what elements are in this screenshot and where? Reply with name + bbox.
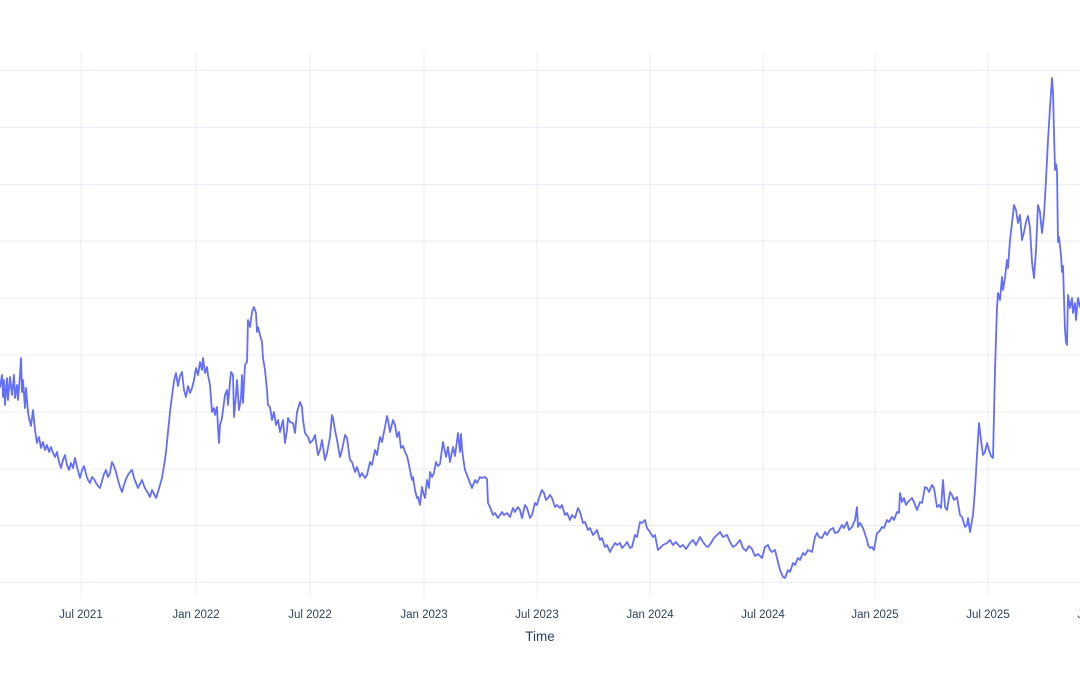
x-tick-label: Jul 2022 <box>288 609 331 621</box>
x-tick-label: Jul 2021 <box>59 609 102 621</box>
x-tick-label: Jan 2025 <box>851 609 898 621</box>
x-tick-label: Jan 2022 <box>172 609 219 621</box>
x-tick-label: Jul 2024 <box>741 609 785 621</box>
gridlines <box>0 51 1080 598</box>
price-line-series[interactable] <box>0 77 1080 579</box>
x-axis-tick-labels: Jul 2021 Jan 2022 Jul 2022 Jan 2023 Jul 2023… <box>59 609 1080 621</box>
x-tick-label: Jan 2023 <box>400 609 447 621</box>
x-tick-label: Jul 2025 <box>966 609 1009 621</box>
x-tick-label: Jan 2026 <box>1077 609 1080 621</box>
x-tick-label: Jul 2023 <box>515 609 558 621</box>
x-tick-label: Jan 2024 <box>626 609 674 621</box>
